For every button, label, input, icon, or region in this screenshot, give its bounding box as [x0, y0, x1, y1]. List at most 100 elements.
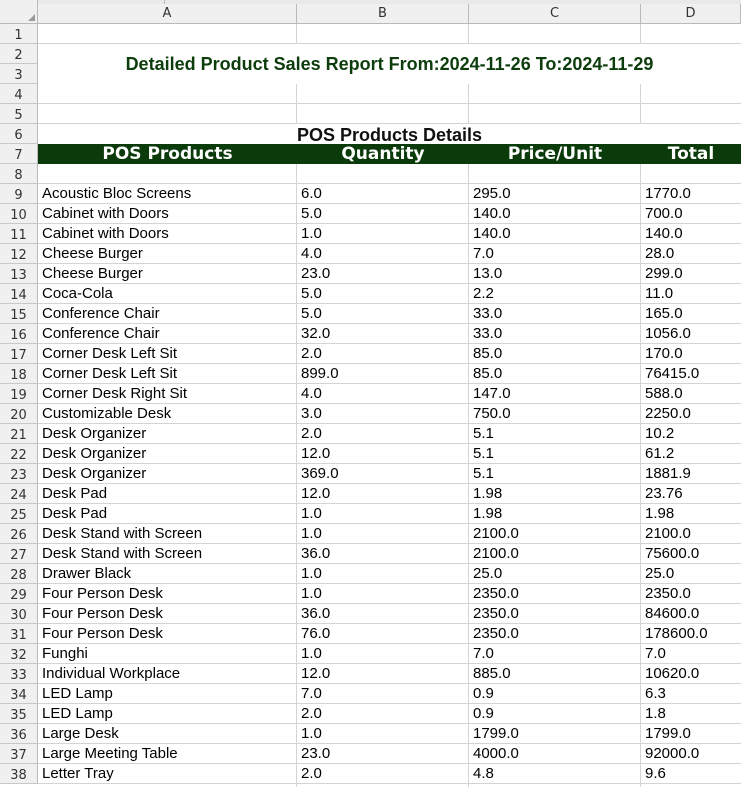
product-name-cell[interactable]: Corner Desk Right Sit — [42, 385, 188, 402]
product-name-cell[interactable]: Desk Stand with Screen — [42, 545, 203, 562]
price-cell[interactable]: 7.0 — [473, 245, 494, 262]
price-cell[interactable]: 33.0 — [473, 305, 503, 322]
row-header-34[interactable]: 34 — [0, 684, 38, 704]
price-cell[interactable]: 5.1 — [473, 445, 494, 462]
row-header-10[interactable]: 10 — [0, 204, 38, 224]
quantity-cell[interactable]: 6.0 — [301, 185, 322, 202]
price-cell[interactable]: 750.0 — [473, 405, 511, 422]
row-header-21[interactable]: 21 — [0, 424, 38, 444]
total-cell[interactable]: 1056.0 — [645, 325, 691, 342]
price-cell[interactable]: 0.9 — [473, 705, 494, 722]
product-name-cell[interactable]: Conference Chair — [42, 325, 160, 342]
price-cell[interactable]: 1799.0 — [473, 725, 519, 742]
price-cell[interactable]: 85.0 — [473, 365, 503, 382]
quantity-cell[interactable]: 12.0 — [301, 665, 331, 682]
quantity-cell[interactable]: 36.0 — [301, 545, 331, 562]
total-cell[interactable]: 76415.0 — [645, 365, 700, 382]
product-name-cell[interactable]: Cabinet with Doors — [42, 205, 169, 222]
total-cell[interactable]: 170.0 — [645, 345, 683, 362]
quantity-cell[interactable]: 36.0 — [301, 605, 331, 622]
total-cell[interactable]: 11.0 — [645, 285, 674, 302]
product-name-cell[interactable]: Funghi — [42, 645, 88, 662]
total-cell[interactable]: 140.0 — [645, 225, 683, 242]
product-name-cell[interactable]: Conference Chair — [42, 305, 160, 322]
product-name-cell[interactable]: Customizable Desk — [42, 405, 172, 422]
quantity-cell[interactable]: 7.0 — [301, 685, 322, 702]
product-name-cell[interactable]: LED Lamp — [42, 685, 113, 702]
table-header-cell[interactable]: Price/Unit — [507, 144, 603, 164]
price-cell[interactable]: 2350.0 — [473, 625, 519, 642]
price-cell[interactable]: 1.98 — [473, 485, 503, 502]
quantity-cell[interactable]: 1.0 — [301, 505, 322, 522]
product-name-cell[interactable]: Cheese Burger — [42, 265, 143, 282]
price-cell[interactable]: 295.0 — [473, 185, 511, 202]
row-header-1[interactable]: 1 — [0, 24, 38, 44]
product-name-cell[interactable]: Desk Organizer — [42, 425, 147, 442]
row-header-14[interactable]: 14 — [0, 284, 38, 304]
price-cell[interactable]: 2350.0 — [473, 585, 519, 602]
product-name-cell[interactable]: Coca-Cola — [42, 285, 113, 302]
row-header-29[interactable]: 29 — [0, 584, 38, 604]
total-cell[interactable]: 1.8 — [645, 705, 666, 722]
total-cell[interactable]: 1.98 — [645, 505, 675, 522]
row-header-12[interactable]: 12 — [0, 244, 38, 264]
quantity-cell[interactable]: 1.0 — [301, 225, 322, 242]
quantity-cell[interactable]: 5.0 — [301, 305, 322, 322]
row-header-32[interactable]: 32 — [0, 644, 38, 664]
row-header-8[interactable]: 8 — [0, 164, 38, 184]
row-header-24[interactable]: 24 — [0, 484, 38, 504]
row-header-5[interactable]: 5 — [0, 104, 38, 124]
total-cell[interactable]: 299.0 — [645, 265, 683, 282]
product-name-cell[interactable]: Large Meeting Table — [42, 745, 178, 762]
total-cell[interactable]: 2350.0 — [645, 585, 691, 602]
price-cell[interactable]: 0.9 — [473, 685, 494, 702]
price-cell[interactable]: 1.98 — [473, 505, 503, 522]
price-cell[interactable]: 13.0 — [473, 265, 503, 282]
quantity-cell[interactable]: 23.0 — [301, 745, 331, 762]
price-cell[interactable]: 2100.0 — [473, 545, 519, 562]
quantity-cell[interactable]: 5.0 — [301, 285, 322, 302]
row-header-3[interactable]: 3 — [0, 64, 38, 84]
row-header-18[interactable]: 18 — [0, 364, 38, 384]
quantity-cell[interactable]: 12.0 — [301, 485, 331, 502]
quantity-cell[interactable]: 1.0 — [301, 525, 322, 542]
quantity-cell[interactable]: 76.0 — [301, 625, 331, 642]
quantity-cell[interactable]: 32.0 — [301, 325, 331, 342]
row-header-22[interactable]: 22 — [0, 444, 38, 464]
product-name-cell[interactable]: Desk Pad — [42, 485, 108, 502]
quantity-cell[interactable]: 2.0 — [301, 765, 322, 782]
row-header-16[interactable]: 16 — [0, 324, 38, 344]
row-header-13[interactable]: 13 — [0, 264, 38, 284]
quantity-cell[interactable]: 2.0 — [301, 425, 322, 442]
total-cell[interactable]: 588.0 — [645, 385, 683, 402]
product-name-cell[interactable]: Desk Organizer — [42, 445, 147, 462]
total-cell[interactable]: 6.3 — [645, 685, 666, 702]
select-all-corner[interactable] — [0, 0, 38, 24]
row-header-17[interactable]: 17 — [0, 344, 38, 364]
row-header-6[interactable]: 6 — [0, 124, 38, 144]
price-cell[interactable]: 140.0 — [473, 225, 511, 242]
row-header-2[interactable]: 2 — [0, 44, 38, 64]
product-name-cell[interactable]: Letter Tray — [42, 765, 114, 782]
quantity-cell[interactable]: 1.0 — [301, 645, 322, 662]
row-header-35[interactable]: 35 — [0, 704, 38, 724]
toolbar-tab[interactable] — [124, 0, 165, 4]
row-header-25[interactable]: 25 — [0, 504, 38, 524]
quantity-cell[interactable]: 5.0 — [301, 205, 322, 222]
price-cell[interactable]: 885.0 — [473, 665, 511, 682]
total-cell[interactable]: 700.0 — [645, 205, 683, 222]
price-cell[interactable]: 5.1 — [473, 425, 494, 442]
price-cell[interactable]: 147.0 — [473, 385, 511, 402]
total-cell[interactable]: 1799.0 — [645, 725, 691, 742]
price-cell[interactable]: 33.0 — [473, 325, 503, 342]
price-cell[interactable]: 4000.0 — [473, 745, 519, 762]
row-header-15[interactable]: 15 — [0, 304, 38, 324]
row-header-28[interactable]: 28 — [0, 564, 38, 584]
price-cell[interactable]: 85.0 — [473, 345, 503, 362]
product-name-cell[interactable]: Acoustic Bloc Screens — [42, 185, 192, 202]
product-name-cell[interactable]: Corner Desk Left Sit — [42, 365, 178, 382]
report-title[interactable]: Detailed Product Sales Report From:2024-… — [38, 44, 741, 84]
product-name-cell[interactable]: Four Person Desk — [42, 585, 163, 602]
total-cell[interactable]: 10620.0 — [645, 665, 700, 682]
quantity-cell[interactable]: 369.0 — [301, 465, 339, 482]
